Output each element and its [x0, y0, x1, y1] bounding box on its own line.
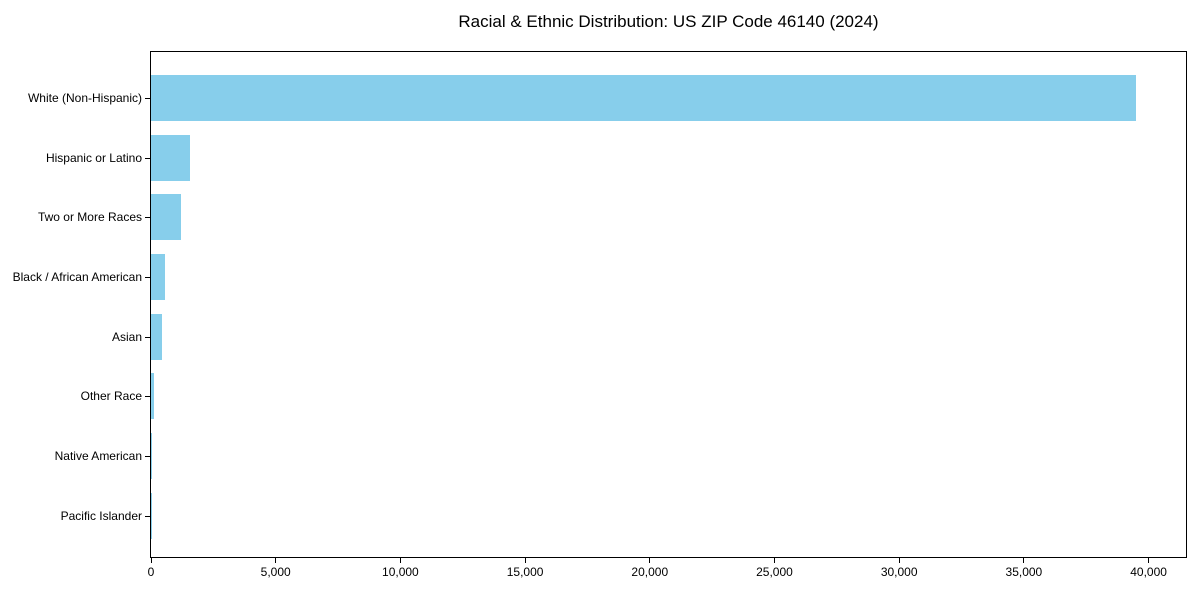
x-tick-mark [150, 558, 152, 563]
x-tick-mark [275, 558, 277, 563]
y-tick-label: Black / African American [12, 269, 142, 284]
y-tick-label: Hispanic or Latino [45, 150, 142, 165]
x-tick-mark [399, 558, 401, 563]
bar-other-race [151, 373, 154, 420]
x-tick-label: 20,000 [631, 565, 669, 579]
y-tick-label: Other Race [80, 389, 142, 404]
y-tick-mark [145, 456, 150, 458]
x-tick-label: 0 [147, 565, 155, 579]
x-tick-mark [773, 558, 775, 563]
x-tick-label: 35,000 [1005, 565, 1043, 579]
y-tick-mark [145, 515, 150, 517]
x-tick-label: 40,000 [1130, 565, 1167, 579]
x-tick-mark [1023, 558, 1025, 563]
x-tick-label: 10,000 [382, 565, 419, 579]
chart-title: Racial & Ethnic Distribution: US ZIP Cod… [458, 12, 879, 31]
y-tick-label: Pacific Islander [60, 508, 142, 523]
y-tick-label: Two or More Races [37, 210, 142, 225]
plot-area [150, 51, 1187, 558]
y-tick-label: White (Non-Hispanic) [27, 90, 142, 105]
bar-native-american [151, 433, 152, 480]
bar-hispanic-or-latino [151, 134, 190, 181]
x-tick-mark [524, 558, 526, 563]
x-tick-label: 15,000 [506, 565, 544, 579]
y-tick-mark [145, 396, 150, 398]
bar-black-african-american [151, 253, 166, 300]
bar-white-non-hispanic [151, 74, 1137, 121]
y-tick-mark [145, 276, 150, 278]
y-tick-mark [145, 157, 150, 159]
x-tick-mark [649, 558, 651, 563]
x-tick-mark [1148, 558, 1150, 563]
y-tick-mark [145, 217, 150, 219]
y-tick-label: Asian [111, 329, 142, 344]
x-tick-label: 25,000 [756, 565, 793, 579]
x-tick-label: 30,000 [880, 565, 918, 579]
y-tick-mark [145, 97, 150, 99]
y-tick-mark [145, 336, 150, 338]
bar-two-or-more-races [151, 194, 181, 241]
x-tick-mark [898, 558, 900, 563]
x-tick-label: 5,000 [260, 565, 291, 579]
bar-asian [151, 313, 162, 360]
y-tick-label: Native American [54, 449, 142, 464]
